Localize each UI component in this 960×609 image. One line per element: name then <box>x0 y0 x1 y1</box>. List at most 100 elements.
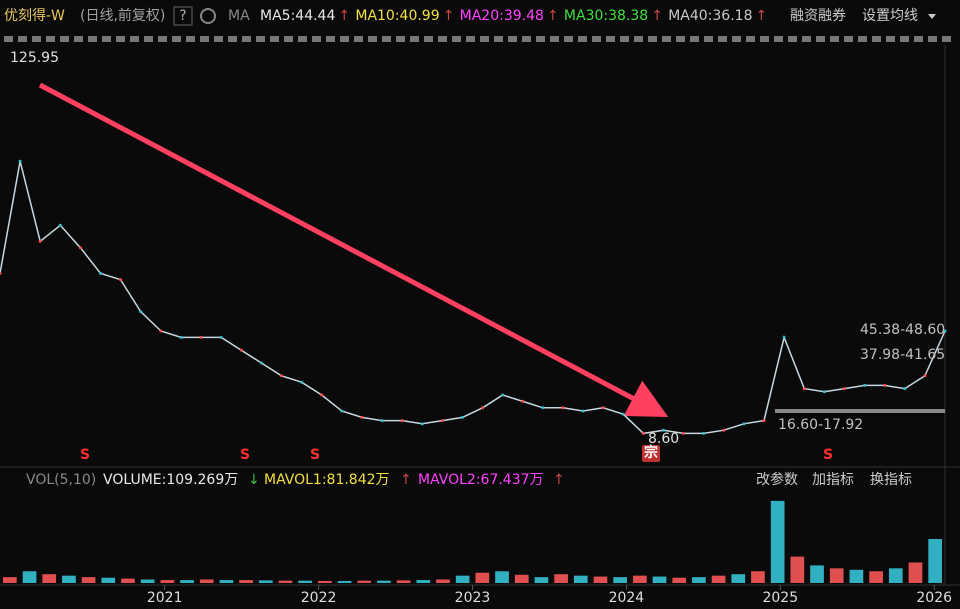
volume-bar <box>22 571 37 583</box>
volume-bar <box>81 577 96 583</box>
header-button[interactable]: 设置均线 <box>862 8 918 24</box>
price-point <box>662 428 666 432</box>
ticker-blur <box>284 36 293 42</box>
event-marker[interactable]: S <box>310 447 320 463</box>
ticker-blur <box>256 36 265 42</box>
help[interactable]: ? <box>179 8 186 24</box>
ticker-blur <box>340 36 349 42</box>
ma-arrow: ↑ <box>651 8 663 24</box>
x-tick-label: 2025 <box>762 590 798 606</box>
ticker-blur <box>522 36 531 42</box>
price-point <box>279 374 283 378</box>
ticker-blur <box>410 36 419 42</box>
event-marker[interactable]: S <box>80 447 90 463</box>
ticker-blur <box>382 36 391 42</box>
ticker-blur <box>690 36 699 42</box>
ticker-blur <box>172 36 181 42</box>
ticker-blur <box>130 36 139 42</box>
vol-button[interactable]: 改参数 <box>756 471 798 488</box>
period: (日线,前复权) <box>80 7 165 24</box>
price-point <box>400 419 404 423</box>
price-point <box>842 387 846 391</box>
ticker-blur <box>242 36 251 42</box>
ticker-blur <box>88 36 97 42</box>
price-point <box>883 383 887 387</box>
price-point <box>38 239 42 243</box>
price-point <box>762 419 766 423</box>
price-band <box>775 409 945 413</box>
ma-arrow: ↑ <box>547 8 559 24</box>
price-annotation: 125.95 <box>10 50 59 66</box>
vol-arrow: ↓ <box>248 472 260 488</box>
volume-bar <box>199 579 214 583</box>
price-point <box>601 406 605 410</box>
price-annotation: 45.38-48.60 <box>860 322 945 338</box>
mavol-arrow: ↑ <box>400 472 412 488</box>
ticker-blur <box>886 36 895 42</box>
ma-value: MA10:40.99 <box>355 8 439 24</box>
event-marker[interactable]: 宗 <box>644 444 658 461</box>
ticker-blur <box>396 36 405 42</box>
ma-value: MA20:39.48 <box>460 8 544 24</box>
vol-value: VOLUME:109.269万 <box>103 472 238 488</box>
ticker-blur <box>214 36 223 42</box>
ticker-blur <box>354 36 363 42</box>
event-marker[interactable]: S <box>823 447 833 463</box>
ticker-blur <box>494 36 503 42</box>
price-point <box>782 335 786 339</box>
x-tick-label: 2021 <box>147 590 183 606</box>
volume-bar <box>869 571 883 583</box>
volume-bar <box>692 577 706 583</box>
price-point <box>641 431 645 435</box>
price-annotation: 16.60-17.92 <box>778 417 863 433</box>
ticker-blur <box>466 36 475 42</box>
volume-bar <box>790 556 805 583</box>
ticker-blur <box>732 36 741 42</box>
ticker-blur <box>802 36 811 42</box>
x-tick-label: 2023 <box>455 590 491 606</box>
volume-bar <box>42 574 57 583</box>
volume-bar <box>337 580 352 583</box>
volume-bar <box>416 580 431 583</box>
volume-bar <box>121 578 135 583</box>
volume-bar <box>3 577 17 583</box>
x-tick-label: 2022 <box>301 590 337 606</box>
settings-icon[interactable] <box>200 8 216 24</box>
volume-bar <box>514 574 529 583</box>
price-point <box>300 380 304 384</box>
volume-bar <box>239 580 253 583</box>
price-point <box>702 431 706 435</box>
marker-box <box>642 445 660 462</box>
dropdown[interactable] <box>928 14 936 19</box>
price-point <box>0 271 2 275</box>
ticker-blur <box>326 36 335 42</box>
price-point <box>159 329 163 333</box>
ticker-blur <box>298 36 307 42</box>
volume-bar <box>298 580 312 583</box>
price-point <box>722 428 726 432</box>
volume-bar <box>258 580 273 583</box>
volume-bar <box>455 575 470 583</box>
volume-bar <box>180 580 194 583</box>
vol-label: VOL(5,10) <box>26 472 96 488</box>
price-point <box>360 415 364 419</box>
ma-value: MA30:38.38 <box>564 8 648 24</box>
event-marker[interactable]: S <box>240 447 250 463</box>
ticker-blur <box>186 36 195 42</box>
volume-bar <box>652 576 667 583</box>
ticker-blur <box>46 36 55 42</box>
header-button[interactable]: 融资融券 <box>790 8 846 24</box>
vol-button[interactable]: 加指标 <box>812 472 854 488</box>
volume-bar <box>219 580 234 583</box>
volume-bar <box>751 571 765 583</box>
ticker-blur <box>914 36 923 42</box>
ticker-blur <box>480 36 489 42</box>
price-point <box>460 415 464 419</box>
price-point <box>440 419 444 423</box>
volume-bar <box>534 577 549 583</box>
vol-button[interactable]: 换指标 <box>870 471 912 488</box>
x-tick-label: 2024 <box>609 590 645 606</box>
ticker-blur <box>270 36 279 42</box>
volume-bar <box>377 580 391 583</box>
ticker-blur <box>592 36 601 42</box>
